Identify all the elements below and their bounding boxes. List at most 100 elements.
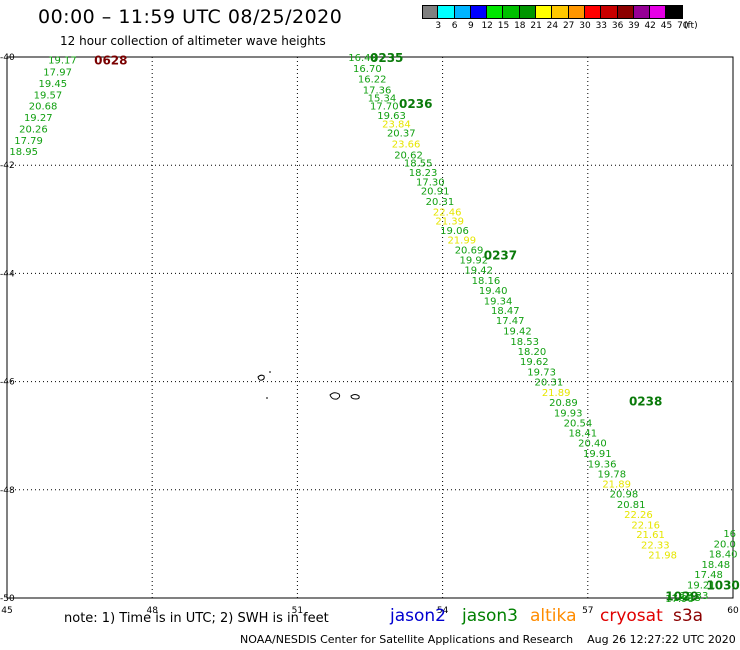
wave-height-value: 19.42	[503, 327, 532, 338]
map-frame	[6, 56, 734, 599]
wave-height-value: 20.81	[617, 500, 646, 511]
wave-height-value: 19.21	[687, 580, 716, 591]
island-outline	[350, 394, 360, 400]
legend-swatches	[422, 5, 683, 19]
legend-label: 42	[644, 21, 656, 31]
wave-height-value: 20.54	[564, 419, 593, 430]
wave-height-value: 20.0	[714, 539, 736, 550]
latitude-tick-label: -40	[0, 53, 15, 63]
pass-time-label: 0238	[629, 395, 662, 409]
wave-height-value: 22.26	[624, 510, 653, 521]
footer-credit: NOAA/NESDIS Center for Satellite Applica…	[240, 633, 736, 646]
latitude-tick-label: -48	[0, 486, 15, 496]
satellite-legend-jason2: jason2	[390, 606, 446, 626]
legend-label: 9	[468, 21, 474, 31]
wave-height-value: 19.34	[484, 296, 513, 307]
wave-height-value: 20.40	[578, 439, 607, 450]
legend-swatch	[650, 5, 667, 19]
wave-height-value: 19.73	[527, 367, 556, 378]
wave-height-value: 19.27	[24, 113, 53, 124]
wave-height-value: 20.91	[421, 187, 450, 198]
legend-label: 6	[451, 21, 458, 31]
wave-height-value: 22.16	[631, 520, 660, 531]
wave-height-value: 17.97	[43, 68, 72, 79]
legend-label: 18	[514, 21, 526, 31]
wave-height-value: 21.61	[636, 530, 665, 541]
legend-swatch	[584, 5, 602, 19]
wave-height-value: 18.53	[510, 337, 539, 348]
legend-label: 30	[579, 21, 591, 31]
wave-height-value: 19.42	[464, 266, 493, 277]
credit-timestamp: Aug 26 12:27:22 UTC 2020	[587, 633, 736, 646]
wave-height-observations: 19.1717.9719.4519.5720.6819.2720.2617.79…	[9, 53, 737, 605]
wave-height-value: 23.66	[392, 140, 421, 151]
wave-height-value: 18.23	[409, 168, 438, 179]
wave-height-value: 19.40	[479, 286, 508, 297]
wave-height-value: 20.37	[387, 129, 416, 140]
map-title: 00:00 – 11:59 UTC 08/25/2020	[38, 6, 343, 28]
satellite-legend-cryosat: cryosat	[600, 606, 663, 626]
legend-label: 21	[530, 21, 542, 31]
wave-height-value: 19.57	[34, 90, 63, 101]
legend-label: 33	[595, 21, 608, 31]
satellite-legend-s3a: s3a	[673, 606, 704, 626]
wave-height-value: 18.20	[518, 347, 547, 358]
wave-height-value: 20.31	[535, 378, 564, 389]
legend-swatch	[633, 5, 651, 19]
wave-height-value: 16.70	[353, 64, 382, 75]
wave-height-value: 22.46	[433, 208, 462, 219]
wave-height-value: 20.89	[549, 398, 578, 409]
wave-height-value: 18.48	[702, 560, 731, 571]
wave-height-value: 18.16	[472, 276, 501, 287]
wave-height-value: 18.55	[404, 158, 433, 169]
wave-height-value: 21.89	[542, 388, 571, 399]
legend-swatch	[568, 5, 585, 19]
legend-swatch	[487, 5, 504, 19]
legend-swatch	[666, 5, 683, 19]
legend-label: 27	[562, 21, 575, 31]
longitude-tick-label: 60	[727, 606, 739, 616]
wave-height-value: 20.69	[455, 246, 484, 257]
latitude-tick-label: -44	[0, 269, 15, 279]
wave-height-value: 18.40	[709, 550, 738, 561]
pass-time-label: 1029	[665, 589, 698, 603]
wave-height-value: 21.39	[435, 216, 464, 227]
map-subtitle: 12 hour collection of altimeter wave hei…	[60, 34, 326, 48]
wave-height-value: 21.98	[648, 551, 677, 562]
wave-height-value: 17.47	[496, 316, 525, 327]
wave-height-value: 17.30	[416, 177, 445, 188]
latitude-tick-label: -50	[0, 594, 15, 604]
legend-swatch	[454, 5, 471, 19]
latitude-tick-label: -46	[0, 378, 15, 388]
legend-swatch	[601, 5, 618, 19]
wave-height-value: 19.63	[377, 111, 406, 122]
wave-height-value: 21.89	[602, 479, 631, 490]
wave-height-value: 20.62	[394, 150, 423, 161]
wave-height-value: 19.17	[48, 56, 77, 67]
satellite-legend-jason3: jason3	[462, 606, 518, 626]
legend-swatch	[438, 5, 455, 19]
longitude-tick-label: 48	[146, 606, 158, 616]
wave-height-value: 20.26	[19, 124, 48, 135]
wave-height-value: 18.15	[673, 593, 702, 604]
legend-label: 15	[497, 21, 510, 31]
lat-lon-grid	[7, 57, 733, 598]
wave-height-value: 17.36	[363, 85, 392, 96]
wave-height-value: 19.45	[38, 79, 67, 90]
legend-label: 45	[660, 21, 673, 31]
legend-label: 39	[628, 21, 640, 31]
pass-time-label: 0235	[370, 51, 403, 65]
island-outline	[257, 374, 265, 381]
legend-swatch	[536, 5, 553, 19]
legend-swatch	[519, 5, 537, 19]
longitude-tick-label: 51	[292, 606, 303, 616]
wave-height-value: 20.31	[426, 197, 455, 208]
wave-height-value: 18.33	[680, 591, 709, 602]
pass-time-label: 0237	[484, 248, 517, 262]
wave-height-value: 17.79	[14, 136, 43, 147]
wave-height-value: 18.41	[568, 428, 597, 439]
legend-label: 3	[435, 21, 442, 31]
wave-height-value: 16.22	[358, 75, 387, 86]
wave-height-value: 19.91	[583, 449, 612, 460]
legend-labels: 3 6 9 12 15 18 21 24 27 30 33 36 39 42 45 70 (ft)	[422, 19, 697, 31]
